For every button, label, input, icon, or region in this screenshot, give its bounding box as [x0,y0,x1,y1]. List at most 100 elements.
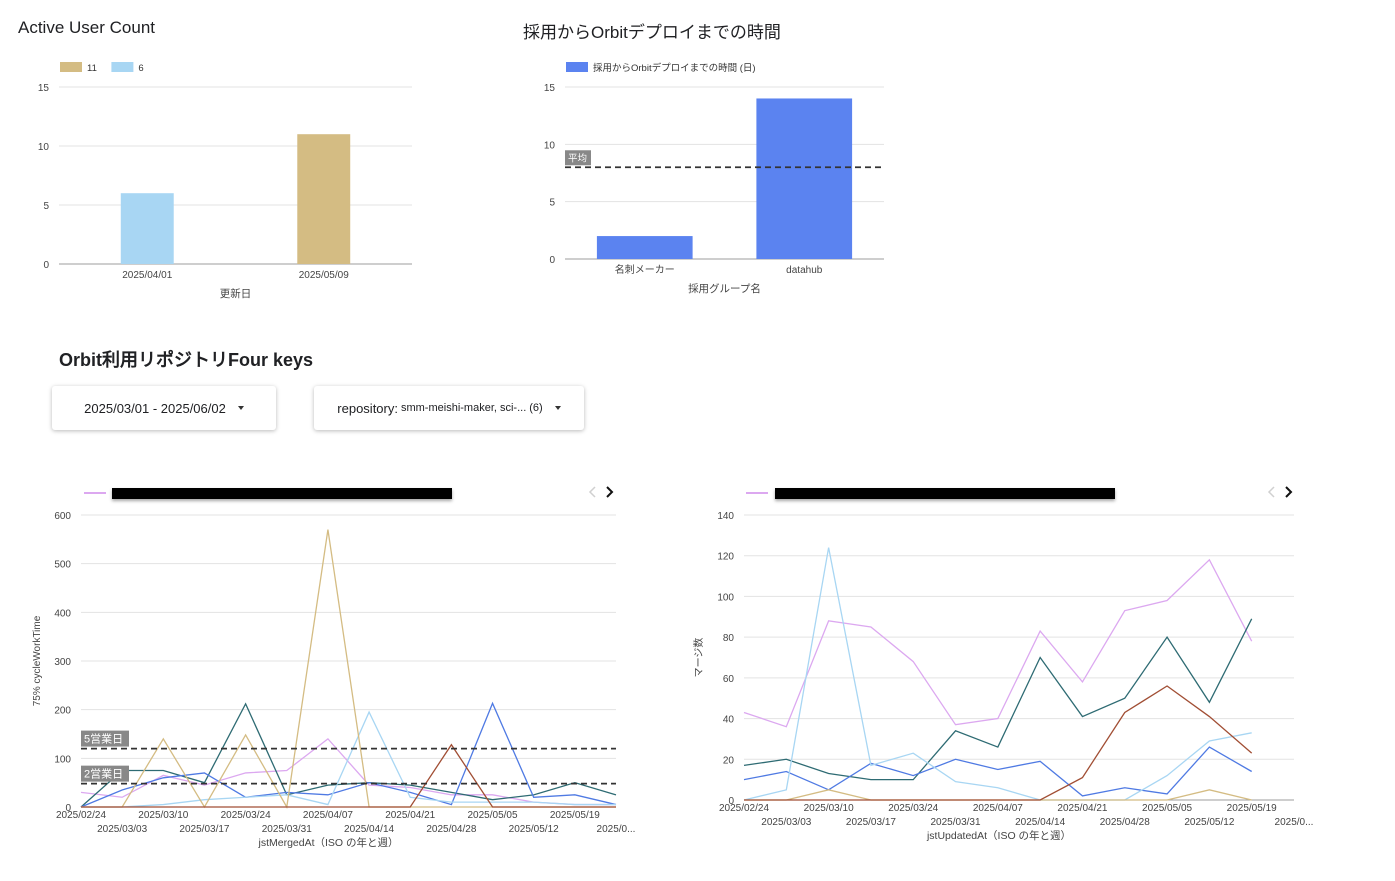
y-tick-label: 60 [723,674,735,685]
chevron-right-icon[interactable] [606,486,614,498]
chevron-right-icon[interactable] [1285,486,1293,498]
y-tick-label: 0 [728,796,734,807]
legend-label: 6 [138,63,143,74]
x-tick-label: 2025/0... [597,824,636,835]
deploy-time-chart[interactable]: 0 5 10 15 名刺メーカー datahub 採用グループ名 採用からOrbitデプロイま… [500,50,900,310]
y-tick-label: 80 [723,633,735,644]
x-tick-label: 2025/03/17 [846,817,896,828]
cyclework-time-chart[interactable]: 0 100 200 300 400 500 600 2025/02/24 2025/03/03 2… [0,500,660,860]
legend-swatch-cyclework [84,492,106,494]
series-line [743,746,1253,797]
x-tick-label: 2025/05/19 [550,810,600,821]
active-user-count-chart[interactable]: 0 5 10 15 2025/04/01 2025/05/09 更新日 11 6 [0,50,430,310]
x-tick-label: 2025/05/12 [509,824,559,835]
y-tick-label: 500 [54,560,71,571]
bar [297,134,351,264]
y-tick-label: 0 [549,255,555,266]
series-line [744,789,1252,801]
x-axis-title: 更新日 [220,287,252,300]
merge-count-chart[interactable]: 0 20 40 60 80 100 120 140 2025/02/24 2025/03/03 20… [680,500,1340,860]
x-axis-title: 採用グループ名 [688,282,761,295]
series-line [743,547,1252,801]
series-line [743,618,1253,781]
x-tick-label: 2025/03/17 [179,824,229,835]
series-line [743,558,1253,728]
redacted-legend-block [112,488,452,499]
reference-label: 2営業日 [84,767,123,781]
x-tick-label: 2025/02/24 [56,810,106,821]
x-axis-title: jstUpdatedAt（ISO の年と週） [926,829,1071,842]
reference-label-bg [81,730,129,747]
legend-pager[interactable] [586,484,620,500]
caret-down-icon [554,406,561,410]
legend-pager[interactable] [1265,484,1299,500]
bar [596,236,693,259]
reference-label-bg [565,150,591,166]
x-tick-label: 2025/04/14 [344,824,394,835]
y-tick-label: 15 [544,83,556,94]
x-tick-label: 2025/03/10 [138,810,188,821]
x-tick-label: 2025/03/24 [221,810,271,821]
reference-label: 平均 [568,152,587,164]
series-line [80,701,617,808]
x-tick-label: 2025/05/09 [299,270,349,281]
caret-down-icon [237,406,244,410]
x-tick-label: 2025/03/31 [262,824,312,835]
x-axis-title: jstMergedAt（ISO の年と週） [257,836,398,849]
repository-filter-label: repository: [337,400,398,416]
chevron-left-icon[interactable] [1267,486,1275,498]
y-tick-label: 0 [65,803,71,814]
series-line [744,685,1253,801]
chart-title-active-user-count: Active User Count [18,18,155,37]
x-tick-label: 2025/05/12 [1184,817,1234,828]
reference-label: 5営業日 [84,732,123,746]
date-range-filter[interactable]: 2025/03/01 - 2025/06/02 [52,386,276,430]
x-tick-label: 2025/04/07 [303,810,353,821]
x-tick-label: 2025/05/19 [1227,803,1277,814]
repository-filter[interactable]: repository: smm-meishi-maker, sci-... (6… [314,386,584,430]
y-tick-label: 140 [717,511,734,522]
y-tick-label: 200 [54,706,71,717]
x-tick-label: 2025/04/28 [1100,817,1150,828]
legend-label: 11 [87,63,97,74]
y-tick-label: 100 [717,592,734,603]
y-tick-label: 5 [549,198,555,209]
x-tick-label: 2025/04/28 [426,824,476,835]
y-tick-label: 10 [38,142,50,153]
x-tick-label: 名刺メーカー [615,263,675,276]
x-tick-label: 2025/03/31 [931,817,981,828]
x-tick-label: 2025/04/01 [122,270,172,281]
y-tick-label: 40 [723,715,735,726]
x-tick-label: 2025/04/21 [1057,803,1107,814]
y-tick-label: 120 [717,552,734,563]
x-tick-label: 2025/0... [1275,817,1314,828]
date-range-value: 2025/03/01 - 2025/06/02 [84,400,226,416]
x-tick-label: 2025/04/21 [385,810,435,821]
section-title: Orbit利用リポジトリFour keys [59,350,314,370]
x-tick-label: 2025/05/05 [468,810,518,821]
series-line [80,702,617,808]
y-tick-label: 100 [54,754,71,765]
y-tick-label: 600 [54,511,71,522]
y-tick-label: 0 [43,260,49,271]
repository-filter-value: smm-meishi-maker, sci-... [400,402,527,414]
y-tick-label: 20 [723,755,735,766]
repository-filter-count: (6) [529,402,543,414]
chart-title-deploy-time: 採用からOrbitデプロイまでの時間 [523,23,781,42]
y-tick-label: 5 [43,201,49,212]
chevron-left-icon[interactable] [588,486,596,498]
x-tick-label: 2025/04/14 [1015,817,1065,828]
x-tick-label: 2025/03/24 [888,803,938,814]
x-tick-label: 2025/03/03 [97,824,147,835]
y-tick-label: 15 [38,83,50,94]
series-line [81,710,616,808]
bar [120,193,174,264]
y-axis-title: 75% cycleWorkTime [32,615,43,706]
series-line [81,529,616,809]
legend-swatch-merge-count [746,492,768,494]
y-tick-label: 400 [54,608,71,619]
x-tick-label: 2025/05/05 [1142,803,1192,814]
y-tick-label: 300 [54,657,71,668]
x-tick-label: 2025/03/10 [804,803,854,814]
legend-swatch [60,62,82,72]
